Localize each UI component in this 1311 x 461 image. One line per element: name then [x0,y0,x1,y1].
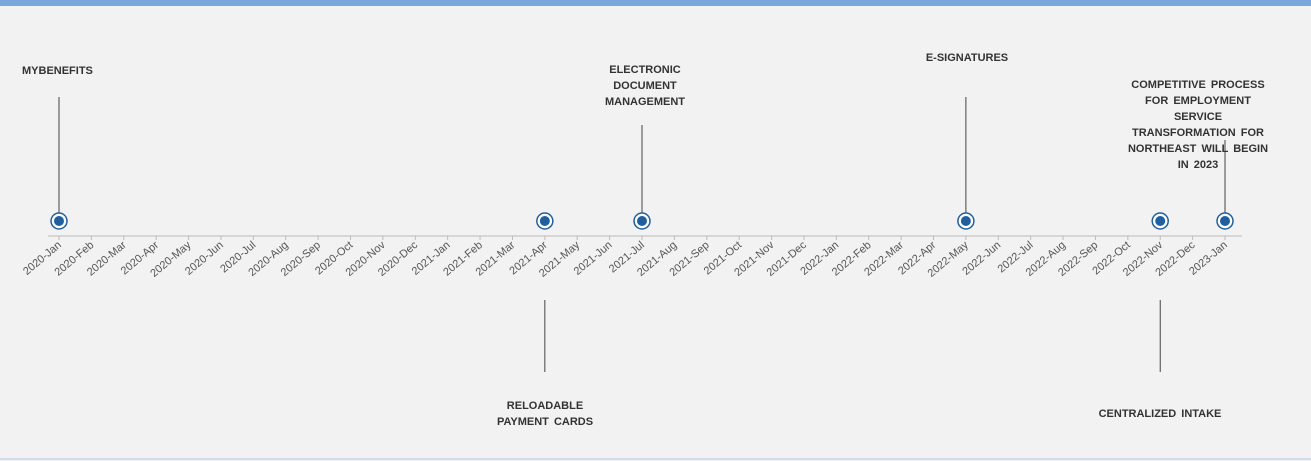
event-label: RELOADABLE PAYMENT CARDS [496,400,594,428]
event-dot [54,216,64,226]
event-dot [1220,216,1230,226]
event-label: ELECTRONIC DOCUMENT MANAGEMENT [604,64,686,108]
event-label: CENTRALIZED INTAKE [1098,408,1222,420]
top-bar [0,0,1311,6]
event-dot [539,216,550,226]
event-dot [637,216,647,226]
event-dot [1155,216,1166,226]
event-dot [960,216,971,226]
event-label: E-SIGNATURES [925,52,1009,64]
event-label: COMPETITIVE PROCESS FOR EMPLOYMENT SERVI… [1127,79,1269,171]
event-label: MYBENEFITS [22,65,93,77]
